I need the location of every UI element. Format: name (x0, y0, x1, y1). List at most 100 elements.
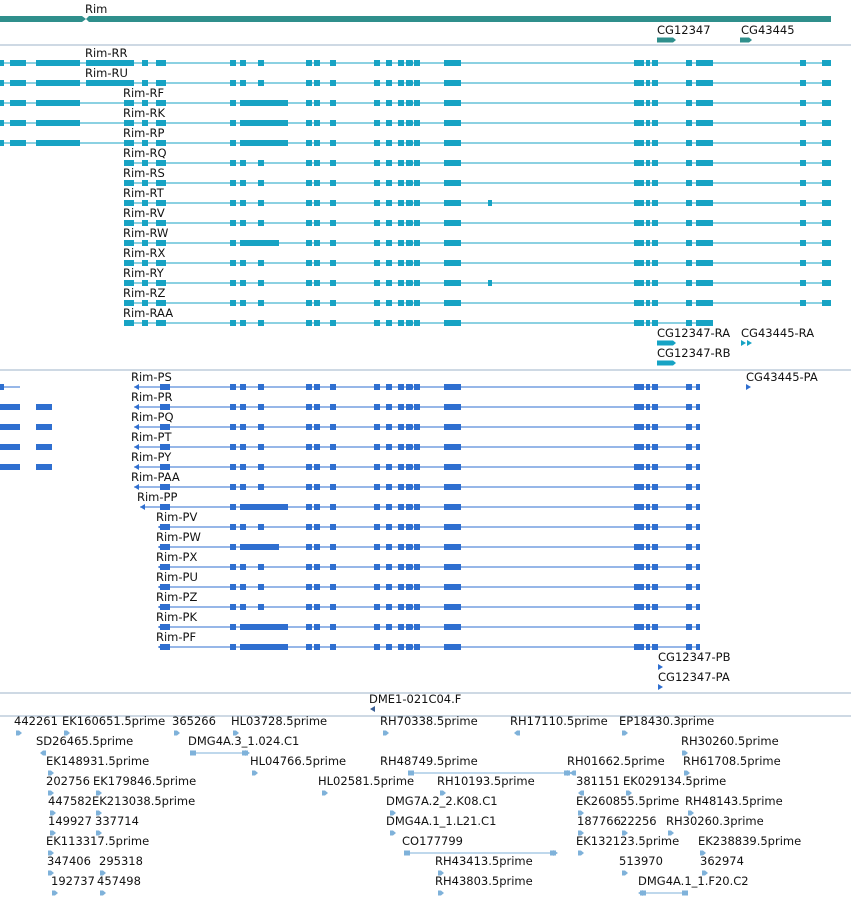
est-label: EK260855.5prime (576, 794, 679, 808)
gene-rim[interactable]: Rim (0, 2, 831, 22)
strand-arrow-left-icon (230, 584, 235, 590)
est-alignment[interactable]: EK260855.5prime (576, 794, 679, 816)
transcript-rim-rr[interactable]: Rim-RR (0, 46, 831, 66)
transcript-rim-rt[interactable]: Rim-RT (123, 186, 831, 206)
strand-arrow-left-icon (306, 260, 311, 266)
est-alignment[interactable]: RH43413.5prime (435, 854, 533, 876)
est-alignment[interactable]: DMG4A.3_1.024.C1 (188, 734, 299, 756)
transcript-rim-rw[interactable]: Rim-RW (123, 226, 831, 246)
transcript-cg12347-rb[interactable]: CG12347-RB (657, 346, 731, 366)
protein-rim-pw[interactable]: Rim-PW (156, 530, 700, 550)
protein-rim-pr[interactable]: Rim-PR (0, 390, 700, 410)
est-alignment[interactable]: 22256 (620, 814, 657, 836)
est-alignment[interactable]: EP18430.3prime (619, 714, 714, 736)
est-alignment[interactable]: EK148931.5prime (46, 754, 149, 776)
transcript-rim-rp[interactable]: Rim-RP (0, 126, 831, 146)
strand-arrow-left-icon (408, 644, 413, 650)
est-alignment[interactable]: RH70338.5prime (380, 714, 478, 736)
est-alignment[interactable]: EK213038.5prime (92, 794, 195, 816)
clone-dme1-021c04[interactable]: DME1-021C04.F (369, 692, 461, 712)
transcript-rim-ry[interactable]: Rim-RY (123, 266, 831, 286)
protein-rim-pu[interactable]: Rim-PU (156, 570, 700, 590)
exon-block (240, 384, 246, 390)
est-alignment[interactable]: 457498 (97, 874, 141, 896)
est-alignment[interactable]: EK132123.5prime (576, 834, 679, 856)
est-alignment[interactable]: 149927 (48, 814, 92, 836)
gene-cg43445[interactable]: CG43445 (740, 23, 795, 43)
transcript-cg43445-ra[interactable]: CG43445-RA (741, 326, 814, 346)
gene-cg12347[interactable]: CG12347 (657, 23, 711, 43)
exon-block (314, 120, 320, 126)
exon-block (646, 464, 650, 470)
transcript-rim-rk[interactable]: Rim-RK (0, 106, 831, 126)
strand-arrow-left-icon (408, 280, 413, 286)
est-alignment[interactable]: SD26465.5prime (36, 734, 133, 756)
est-alignment[interactable]: RH61708.5prime (683, 754, 781, 776)
protein-rim-py[interactable]: Rim-PY (0, 450, 700, 470)
transcript-cg12347-ra[interactable]: CG12347-RA (657, 326, 730, 346)
est-alignment[interactable]: 295318 (99, 854, 143, 876)
est-alignment[interactable]: DMG4A.1_1.L21.C1 (386, 814, 496, 836)
est-alignment[interactable]: 442261 (14, 714, 58, 736)
est-alignment[interactable]: CO177799 (402, 834, 558, 856)
protein-rim-pz[interactable]: Rim-PZ (156, 590, 700, 610)
strand-arrow-left-icon (158, 604, 163, 610)
est-alignment[interactable]: RH48749.5prime (380, 754, 572, 776)
est-alignment[interactable]: RH30260.3prime (666, 814, 764, 836)
est-alignment[interactable]: HL04766.5prime (250, 754, 346, 776)
strand-arrow-left-icon (374, 160, 379, 166)
est-alignment[interactable]: DMG4A.1_1.F20.C2 (638, 874, 749, 896)
est-alignment[interactable]: RH10193.5prime (437, 774, 535, 796)
est-alignment[interactable]: EK113317.5prime (46, 834, 149, 856)
est-alignment[interactable]: EK029134.5prime (623, 774, 726, 796)
transcript-rim-rx[interactable]: Rim-RX (123, 246, 831, 266)
protein-rim-pq[interactable]: Rim-PQ (0, 410, 700, 430)
est-alignment[interactable]: HL02581.5prime (318, 774, 414, 796)
est-alignment[interactable]: 337714 (95, 814, 139, 836)
protein-cg43445-pa[interactable]: CG43445-PA (746, 370, 818, 390)
transcript-rim-rs[interactable]: Rim-RS (123, 166, 831, 186)
protein-rim-pv[interactable]: Rim-PV (156, 510, 700, 530)
est-alignment[interactable]: RH43803.5prime (435, 874, 533, 896)
est-alignment[interactable]: EK160651.5prime (62, 714, 165, 736)
transcript-rim-rq[interactable]: Rim-RQ (123, 146, 831, 166)
transcript-rim-rv[interactable]: Rim-RV (123, 206, 831, 226)
strand-arrow-left-icon (158, 260, 163, 266)
est-alignment[interactable]: EK179846.5prime (93, 774, 196, 796)
est-alignment[interactable]: RH17110.5prime (510, 714, 608, 736)
protein-rim-ps[interactable]: Rim-PS (0, 370, 700, 390)
strand-arrow-left-icon (398, 320, 403, 326)
transcript-rim-rf[interactable]: Rim-RF (0, 86, 831, 106)
exon-block (64, 730, 70, 736)
est-alignment[interactable]: EK238839.5prime (698, 834, 801, 856)
protein-rim-paa[interactable]: Rim-PAA (131, 470, 700, 490)
protein-rim-pk[interactable]: Rim-PK (156, 610, 700, 630)
protein-rim-pt[interactable]: Rim-PT (0, 430, 700, 450)
est-alignment[interactable]: DMG7A.2_2.K08.C1 (386, 794, 498, 816)
est-alignment[interactable]: RH48143.5prime (685, 794, 783, 816)
est-alignment[interactable]: 381151 (576, 774, 620, 796)
protein-rim-px[interactable]: Rim-PX (156, 550, 700, 570)
transcript-rim-ru[interactable]: Rim-RU (0, 66, 831, 86)
exon-block (124, 140, 134, 146)
est-alignment[interactable]: HL03728.5prime (231, 714, 327, 736)
est-alignment[interactable]: 192737 (51, 874, 95, 896)
protein-rim-pp[interactable]: Rim-PP (137, 490, 700, 510)
protein-cg12347-pb[interactable]: CG12347-PB (658, 650, 731, 670)
est-alignment[interactable]: RH01662.5prime (567, 754, 665, 776)
est-alignment[interactable]: 362974 (700, 854, 744, 876)
transcript-rim-raa[interactable]: Rim-RAA (123, 306, 713, 326)
est-alignment[interactable]: 513970 (619, 854, 663, 876)
transcript-rim-rz[interactable]: Rim-RZ (123, 286, 831, 306)
est-alignment[interactable]: 202756 (46, 774, 90, 796)
est-alignment[interactable]: 365266 (172, 714, 216, 736)
protein-rim-pf[interactable]: Rim-PF (156, 630, 700, 650)
strand-arrow-left-icon (134, 484, 139, 490)
est-alignment[interactable]: 187766 (577, 814, 621, 836)
protein-cg12347-pa[interactable]: CG12347-PA (658, 670, 730, 690)
strand-arrow-left-icon (686, 120, 691, 126)
exon-block (258, 624, 264, 630)
est-alignment[interactable]: 347406 (47, 854, 91, 876)
est-alignment[interactable]: RH30260.5prime (681, 734, 779, 756)
est-alignment[interactable]: 447582 (48, 794, 92, 816)
